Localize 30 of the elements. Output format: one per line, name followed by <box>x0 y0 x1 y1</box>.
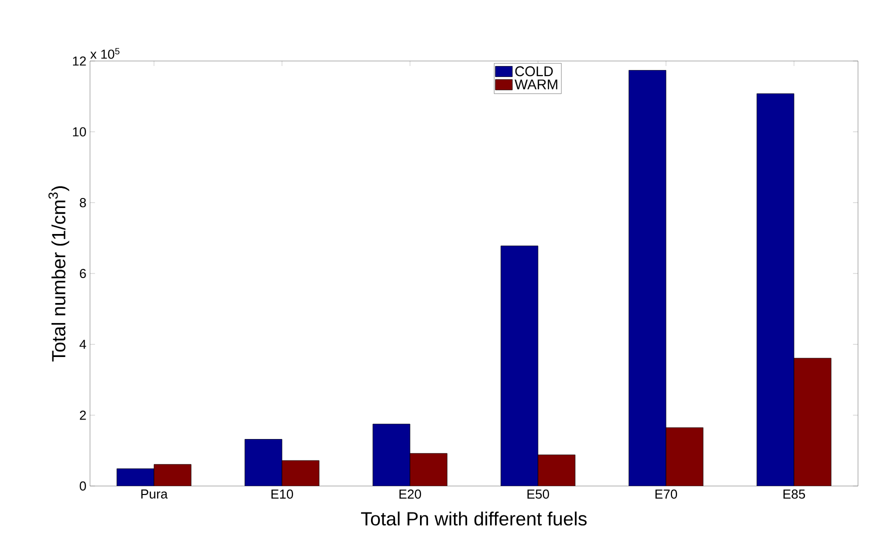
x-tick-label: E50 <box>528 490 550 499</box>
bar <box>666 427 704 486</box>
bar <box>282 460 320 486</box>
bar <box>372 424 410 486</box>
bar <box>794 358 832 486</box>
y-tick-label: 4 <box>80 340 86 349</box>
y-tick-label: 0 <box>80 481 86 491</box>
bar <box>244 439 282 486</box>
y-tick-label: 2 <box>80 410 86 420</box>
bar <box>538 454 576 486</box>
bar <box>410 453 448 486</box>
bar <box>628 70 666 486</box>
bar <box>500 246 538 486</box>
y-axis-title: Total number (1/cm$^{3}$) <box>48 186 70 362</box>
x-tick-label: E10 <box>271 490 294 499</box>
y-tick-label: 8 <box>80 198 86 208</box>
y-tick-label: 6 <box>80 268 86 278</box>
x-tick-label: E20 <box>399 490 422 499</box>
bar <box>154 464 192 486</box>
x-axis-title: Total Pn with different fuels <box>361 512 587 526</box>
y-tick-label: 10 <box>73 127 86 136</box>
legend-label: WARM <box>514 80 558 90</box>
x-tick-label: E85 <box>784 490 806 499</box>
bar <box>116 468 154 486</box>
x-tick-label: Pura <box>141 490 168 499</box>
legend-label: COLD <box>515 66 553 76</box>
bar <box>756 93 794 486</box>
y-tick-label: 12 <box>73 56 86 66</box>
x-tick-label: E70 <box>656 490 678 499</box>
text: x 10$^{5}$ <box>90 48 120 59</box>
